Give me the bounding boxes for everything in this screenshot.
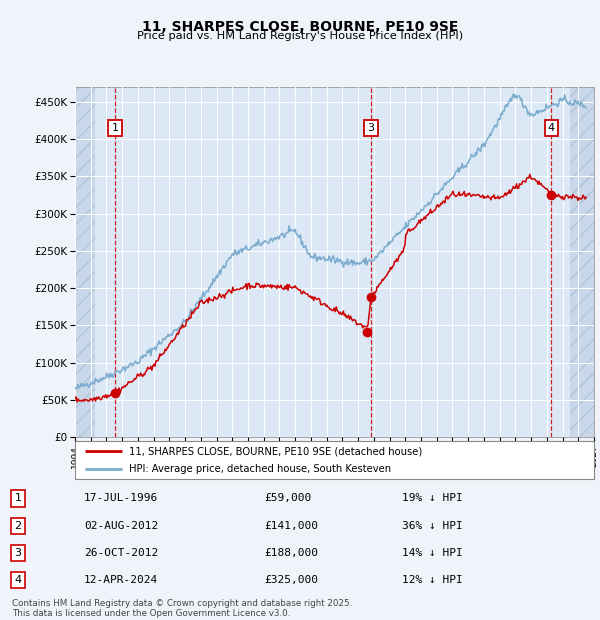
Text: 36% ↓ HPI: 36% ↓ HPI (402, 521, 463, 531)
Text: 26-OCT-2012: 26-OCT-2012 (84, 548, 158, 558)
Text: 19% ↓ HPI: 19% ↓ HPI (402, 494, 463, 503)
Bar (75, 87, 95, 437)
Text: £188,000: £188,000 (264, 548, 318, 558)
Bar (571, 87, 594, 437)
Text: 4: 4 (14, 575, 22, 585)
Text: 17-JUL-1996: 17-JUL-1996 (84, 494, 158, 503)
Text: 4: 4 (548, 123, 555, 133)
Text: £325,000: £325,000 (264, 575, 318, 585)
Text: 02-AUG-2012: 02-AUG-2012 (84, 521, 158, 531)
Text: £141,000: £141,000 (264, 521, 318, 531)
Text: 11, SHARPES CLOSE, BOURNE, PE10 9SE: 11, SHARPES CLOSE, BOURNE, PE10 9SE (142, 20, 458, 34)
Text: 11, SHARPES CLOSE, BOURNE, PE10 9SE (detached house): 11, SHARPES CLOSE, BOURNE, PE10 9SE (det… (130, 446, 423, 456)
Text: Contains HM Land Registry data © Crown copyright and database right 2025.
This d: Contains HM Land Registry data © Crown c… (12, 599, 352, 618)
Text: 14% ↓ HPI: 14% ↓ HPI (402, 548, 463, 558)
Text: 12-APR-2024: 12-APR-2024 (84, 575, 158, 585)
Text: 3: 3 (14, 548, 22, 558)
Text: 3: 3 (367, 123, 374, 133)
Text: 12% ↓ HPI: 12% ↓ HPI (402, 575, 463, 585)
Text: 1: 1 (112, 123, 118, 133)
Text: 2: 2 (14, 521, 22, 531)
Text: 1: 1 (14, 494, 22, 503)
Text: HPI: Average price, detached house, South Kesteven: HPI: Average price, detached house, Sout… (130, 464, 392, 474)
Text: Price paid vs. HM Land Registry's House Price Index (HPI): Price paid vs. HM Land Registry's House … (137, 31, 463, 41)
Text: £59,000: £59,000 (264, 494, 311, 503)
